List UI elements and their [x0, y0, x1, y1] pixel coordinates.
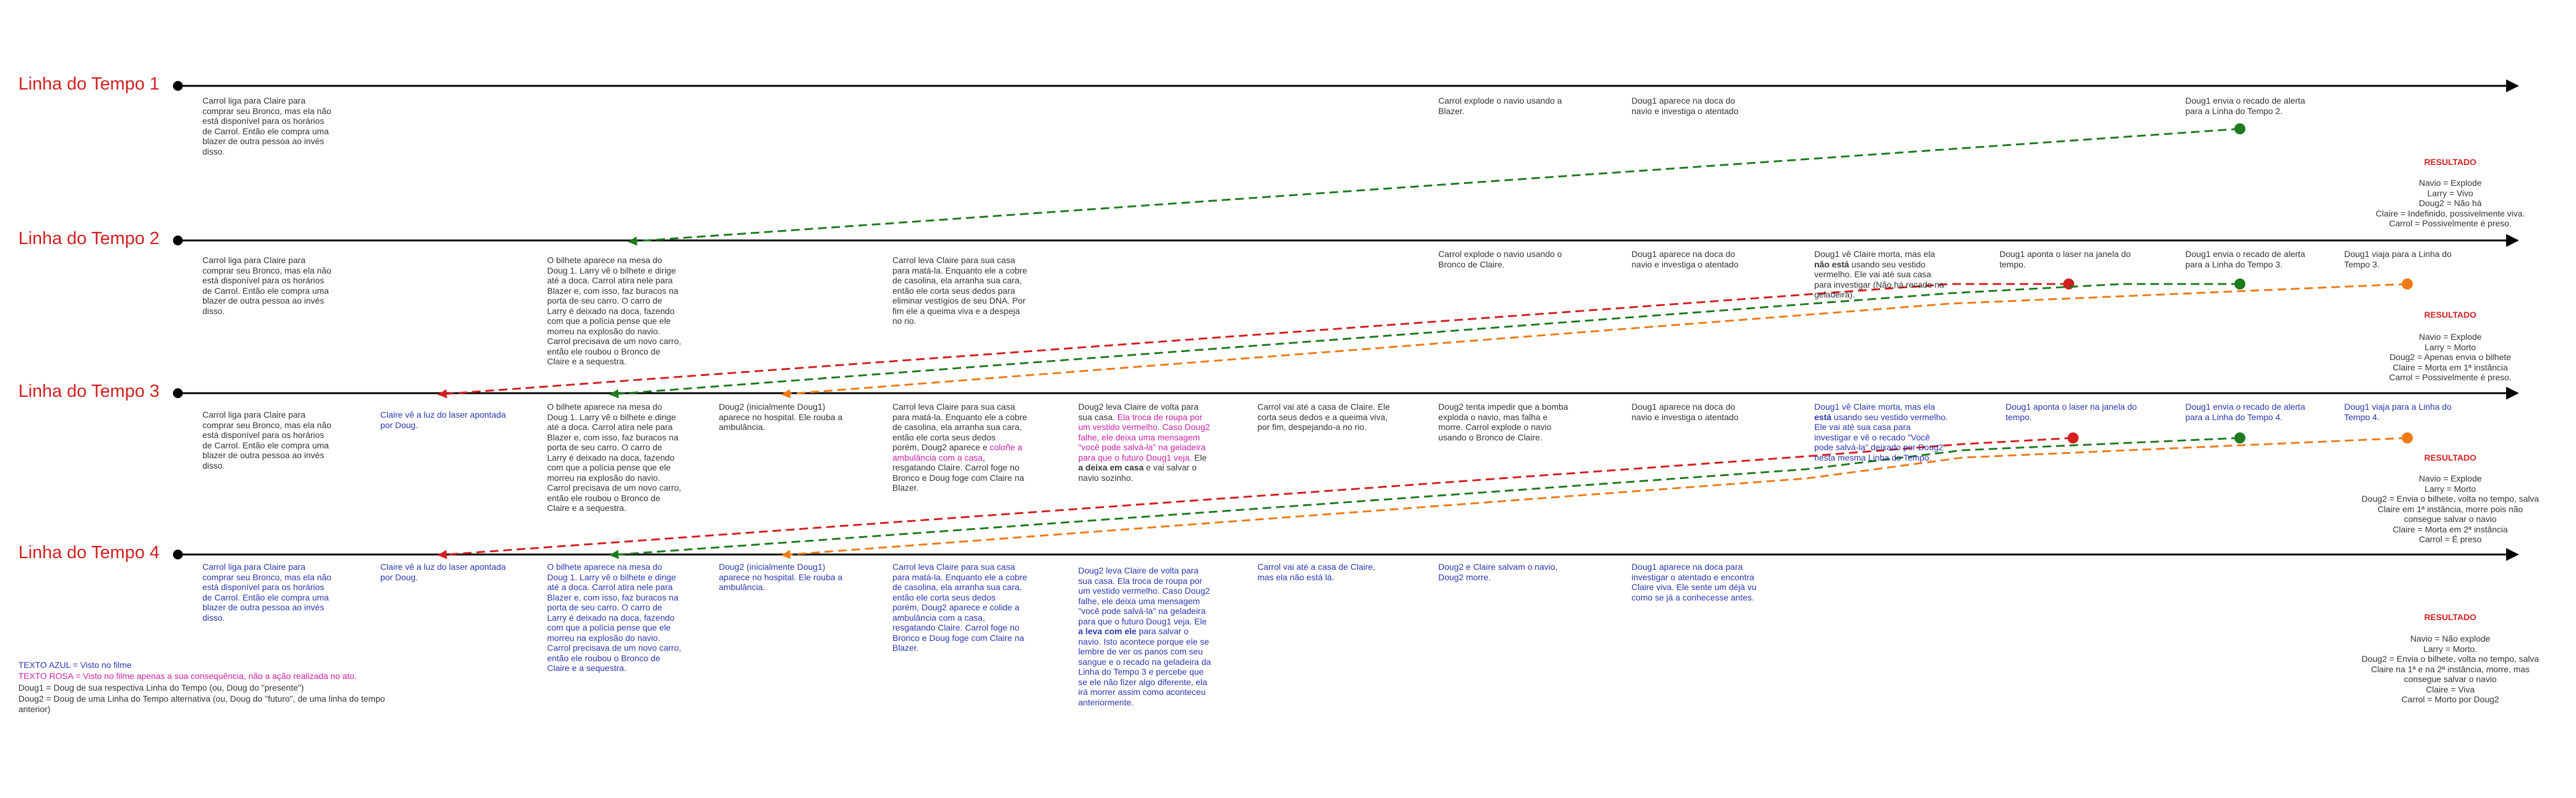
result-heading-3: RESULTADO	[2424, 453, 2477, 462]
t1-note-doug-alert: Doug1 envia o recado de alerta para a Li…	[2185, 96, 2306, 116]
timeline-title-4: Linha do Tempo 4	[18, 543, 160, 562]
t1-note-carrol-calls: Carrol liga para Claire para comprar seu…	[202, 96, 332, 156]
arrow-green-t3-t4	[609, 432, 2245, 559]
result-heading-2: RESULTADO	[2424, 310, 2477, 320]
t3-note-doug2-fails: Doug2 tenta impedir que a bomba exploda …	[1438, 402, 1568, 442]
t3-note-claire-dead: Doug1 vê Claire morta, mas ela está usan…	[1814, 402, 1948, 462]
t4-note-carrol-rescue: Carrol leva Claire para sua casa para ma…	[892, 562, 1027, 653]
t1-note-doug-dock: Doug1 aparece na doca do navio e investi…	[1631, 96, 1739, 116]
timeline-title-3: Linha do Tempo 3	[18, 382, 160, 401]
timeline-title-2: Linha do Tempo 2	[18, 229, 160, 248]
t1-note-ship-explodes: Carrol explode o navio usando a Blazer.	[1438, 96, 1562, 116]
t2-note-doug-dock: Doug1 aparece na doca do navio e investi…	[1631, 249, 1739, 269]
arrow-green-t1-t2	[627, 123, 2245, 246]
legend-doug2: Doug2 = Doug de uma Linha do Tempo alter…	[18, 694, 385, 714]
t4-note-doug2-hospital: Doug2 (inicialmente Doug1) aparece no ho…	[719, 562, 843, 592]
t3-note-doug2-home: Doug2 leva Claire de volta para sua casa…	[1078, 402, 1210, 483]
t3-note-carrol-rescue: Carrol leva Claire para sua casa para ma…	[892, 402, 1027, 493]
arrow-red-t3-t4	[437, 432, 2079, 559]
t2-note-carrol-kills: Carrol leva Claire para sua casa para ma…	[892, 255, 1027, 326]
t4-note-carrol-house: Carrol vai até a casa de Claire, mas ela…	[1257, 562, 1376, 582]
t2-note-carrol-calls: Carrol liga para Claire para comprar seu…	[202, 255, 332, 316]
t3-note-claire-laser: Claire vê a luz do laser apontada por Do…	[380, 410, 506, 430]
t2-note-doug-travels: Doug1 viaja para a Linha do Tempo 3.	[2344, 249, 2452, 269]
t3-note-carrol-calls: Carrol liga para Claire para comprar seu…	[202, 410, 332, 470]
t3-note-doug-dock: Doug1 aparece na doca do navio e investi…	[1631, 402, 1739, 422]
result-1: Navio = Explode Larry = Vivo Doug2 = Não…	[2375, 178, 2525, 228]
t4-note-doug-finds-claire: Doug1 aparece na doca para investigar o …	[1631, 562, 1757, 602]
legend-blue: TEXTO AZUL = Visto no filme	[18, 660, 132, 670]
timeline-axis-1	[173, 79, 2520, 93]
t2-note-laser: Doug1 aponta o laser na janela do tempo.	[1999, 249, 2131, 269]
t3-note-doug-alert: Doug1 envia o recado de alerta para a Li…	[2185, 402, 2306, 422]
result-2: Navio = Explode Larry = Morto Doug2 = Ap…	[2389, 332, 2512, 382]
timeline-axis-3	[173, 386, 2520, 400]
t3-note-carrol-burns: Carrol vai até a casa de Claire. Ele cor…	[1257, 402, 1390, 432]
t3-note-doug-travels: Doug1 viaja para a Linha do Tempo 4.	[2344, 402, 2452, 422]
result-heading-1: RESULTADO	[2424, 157, 2477, 167]
legend-doug1: Doug1 = Doug de sua respectiva Linha do …	[18, 683, 304, 692]
arrow-green-t2-t3	[609, 278, 2245, 399]
t3-note-laser: Doug1 aponta o laser na janela do tempo.	[2006, 402, 2137, 422]
t2-note-claire-dead: Doug1 vê Claire morta, mas ela não está …	[1814, 249, 1944, 299]
result-3: Navio = Explode Larry = Morto Doug2 = En…	[2361, 474, 2539, 544]
t3-note-doug2-hospital: Doug2 (inicialmente Doug1) aparece no ho…	[719, 402, 843, 432]
t4-note-ship-saved: Doug2 e Claire salvam o navio, Doug2 mor…	[1438, 562, 1558, 582]
arrow-orange-t2-t3	[781, 278, 2413, 399]
t2-note-doug-alert: Doug1 envia o recado de alerta para a Li…	[2185, 249, 2306, 269]
result-4: Navio = Não explode Larry = Morto. Doug2…	[2361, 634, 2539, 704]
t4-note-claire-laser: Claire vê a luz do laser apontada por Do…	[380, 562, 506, 582]
t2-note-note-appears: O bilhete aparece na mesa do Doug 1. Lar…	[547, 255, 681, 366]
t3-note-note-appears: O bilhete aparece na mesa do Doug 1. Lar…	[547, 402, 681, 513]
result-heading-4: RESULTADO	[2424, 612, 2477, 622]
timeline-axis-2	[173, 234, 2520, 247]
t2-note-ship-explodes: Carrol explode o navio usando o Bronco d…	[1438, 249, 1562, 269]
t4-note-carrol-calls: Carrol liga para Claire para comprar seu…	[202, 562, 332, 623]
timeline-axis-4	[173, 548, 2520, 561]
legend-pink: TEXTO ROSA = Visto no filme apenas a sua…	[18, 671, 357, 681]
t4-note-note-appears: O bilhete aparece na mesa do Doug 1. Lar…	[547, 562, 681, 673]
timeline-title-1: Linha do Tempo 1	[18, 74, 160, 94]
t4-note-doug2-takes-claire: Doug2 leva Claire de volta para sua casa…	[1078, 566, 1211, 707]
arrow-orange-t3-t4	[781, 432, 2413, 559]
